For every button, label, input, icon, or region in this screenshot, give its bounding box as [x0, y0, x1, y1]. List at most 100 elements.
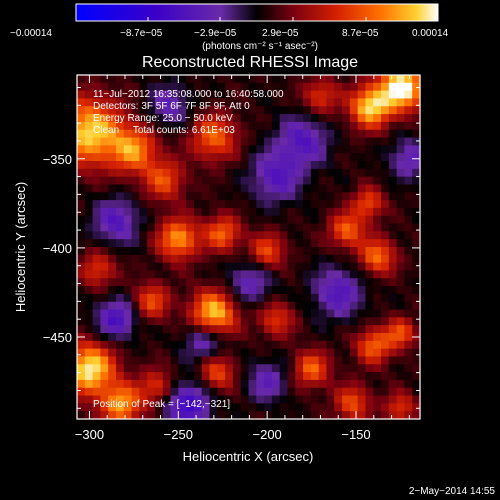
heatmap-cell: [232, 356, 242, 365]
heatmap-cell: [279, 403, 289, 412]
heatmap-cell: [334, 200, 343, 209]
heatmap-cell: [381, 293, 390, 303]
heatmap-cell: [115, 137, 125, 146]
heatmap-cell: [217, 395, 226, 404]
heatmap-cell: [100, 75, 109, 84]
heatmap-cell: [310, 293, 320, 303]
heatmap-cell: [396, 348, 406, 358]
heatmap-cell: [201, 184, 211, 193]
heatmap-cell: [77, 301, 86, 311]
heatmap-cell: [115, 340, 125, 350]
heatmap-cell: [287, 403, 296, 412]
heatmap-cell: [108, 106, 117, 115]
heatmap-cell: [334, 176, 343, 186]
heatmap-cell: [77, 286, 86, 295]
heatmap-cell: [388, 137, 398, 146]
heatmap-cell: [271, 200, 281, 209]
heatmap-cell: [248, 231, 257, 240]
heatmap-cell: [84, 129, 94, 139]
heatmap-cell: [388, 387, 398, 397]
heatmap-cell: [92, 411, 101, 420]
heatmap-cell: [154, 356, 164, 365]
heatmap-cell: [396, 145, 406, 154]
heatmap-cell: [318, 200, 328, 209]
heatmap-cell: [256, 82, 265, 92]
heatmap-cell: [256, 129, 265, 139]
heatmap-cell: [349, 223, 359, 232]
heatmap-cell: [225, 98, 234, 107]
heatmap-cell: [131, 114, 140, 123]
heatmap-cell: [154, 395, 164, 404]
heatmap-cell: [373, 301, 382, 311]
heatmap-cell: [248, 161, 257, 170]
heatmap-cell: [108, 387, 117, 397]
heatmap-cell: [264, 129, 273, 139]
heatmap-cell: [256, 379, 265, 389]
heatmap-cell: [186, 286, 195, 295]
heatmap-cell: [209, 364, 218, 373]
heatmap-cell: [373, 90, 382, 100]
heatmap-cell: [264, 200, 273, 209]
heatmap-cell: [396, 106, 406, 115]
heatmap-cell: [318, 106, 328, 115]
heatmap-cell: [108, 379, 117, 389]
heatmap-cell: [295, 364, 304, 373]
heatmap-cell: [287, 161, 296, 170]
heatmap-cell: [147, 372, 156, 381]
heatmap-cell: [115, 215, 125, 225]
heatmap-cell: [381, 192, 390, 201]
heatmap-cell: [303, 239, 312, 248]
heatmap-cell: [248, 348, 257, 358]
heatmap-cell: [108, 278, 117, 287]
heatmap-cell: [77, 207, 86, 217]
heatmap-cell: [287, 82, 296, 92]
heatmap-cell: [178, 137, 187, 146]
heatmap-cell: [373, 153, 382, 162]
heatmap-cell: [342, 262, 351, 272]
heatmap-cell: [326, 145, 335, 154]
heatmap-cell: [310, 348, 320, 358]
heatmap-cell: [232, 121, 242, 131]
heatmap-cell: [326, 184, 335, 193]
heatmap-cell: [154, 121, 164, 131]
heatmap-cell: [232, 145, 242, 154]
heatmap-cell: [201, 231, 211, 240]
heatmap-cell: [225, 254, 234, 264]
heatmap-cell: [287, 301, 296, 311]
heatmap-cell: [388, 293, 398, 303]
heatmap-cell: [162, 106, 172, 115]
heatmap-cell: [232, 137, 242, 146]
heatmap-cell: [217, 411, 226, 420]
heatmap-cell: [178, 114, 187, 123]
heatmap-cell: [193, 145, 203, 154]
heatmap-cell: [92, 317, 101, 326]
heatmap-cell: [388, 325, 398, 334]
heatmap-cell: [303, 348, 312, 358]
heatmap-cell: [342, 90, 351, 100]
heatmap-cell: [84, 207, 94, 217]
heatmap-cell: [225, 239, 234, 248]
heatmap-cell: [201, 403, 211, 412]
heatmap-cell: [162, 286, 172, 295]
heatmap-cell: [108, 317, 117, 326]
heatmap-cell: [349, 348, 359, 358]
heatmap-cell: [178, 411, 187, 420]
heatmap-cell: [92, 270, 101, 279]
heatmap-cell: [342, 223, 351, 232]
heatmap-cell: [326, 200, 335, 209]
heatmap-cell: [412, 176, 421, 186]
heatmap-cell: [217, 231, 226, 240]
heatmap-cell: [170, 98, 179, 107]
heatmap-cell: [217, 106, 226, 115]
heatmap-cell: [178, 161, 187, 170]
heatmap-cell: [256, 387, 265, 397]
heatmap-cell: [170, 348, 179, 358]
heatmap-cell: [147, 75, 156, 84]
heatmap-cell: [271, 309, 281, 318]
heatmap-cell: [240, 278, 250, 287]
heatmap-cell: [264, 192, 273, 201]
heatmap-cell: [310, 411, 320, 420]
heatmap-cell: [108, 262, 117, 272]
heatmap-cell: [396, 137, 406, 146]
heatmap-cell: [77, 293, 86, 303]
